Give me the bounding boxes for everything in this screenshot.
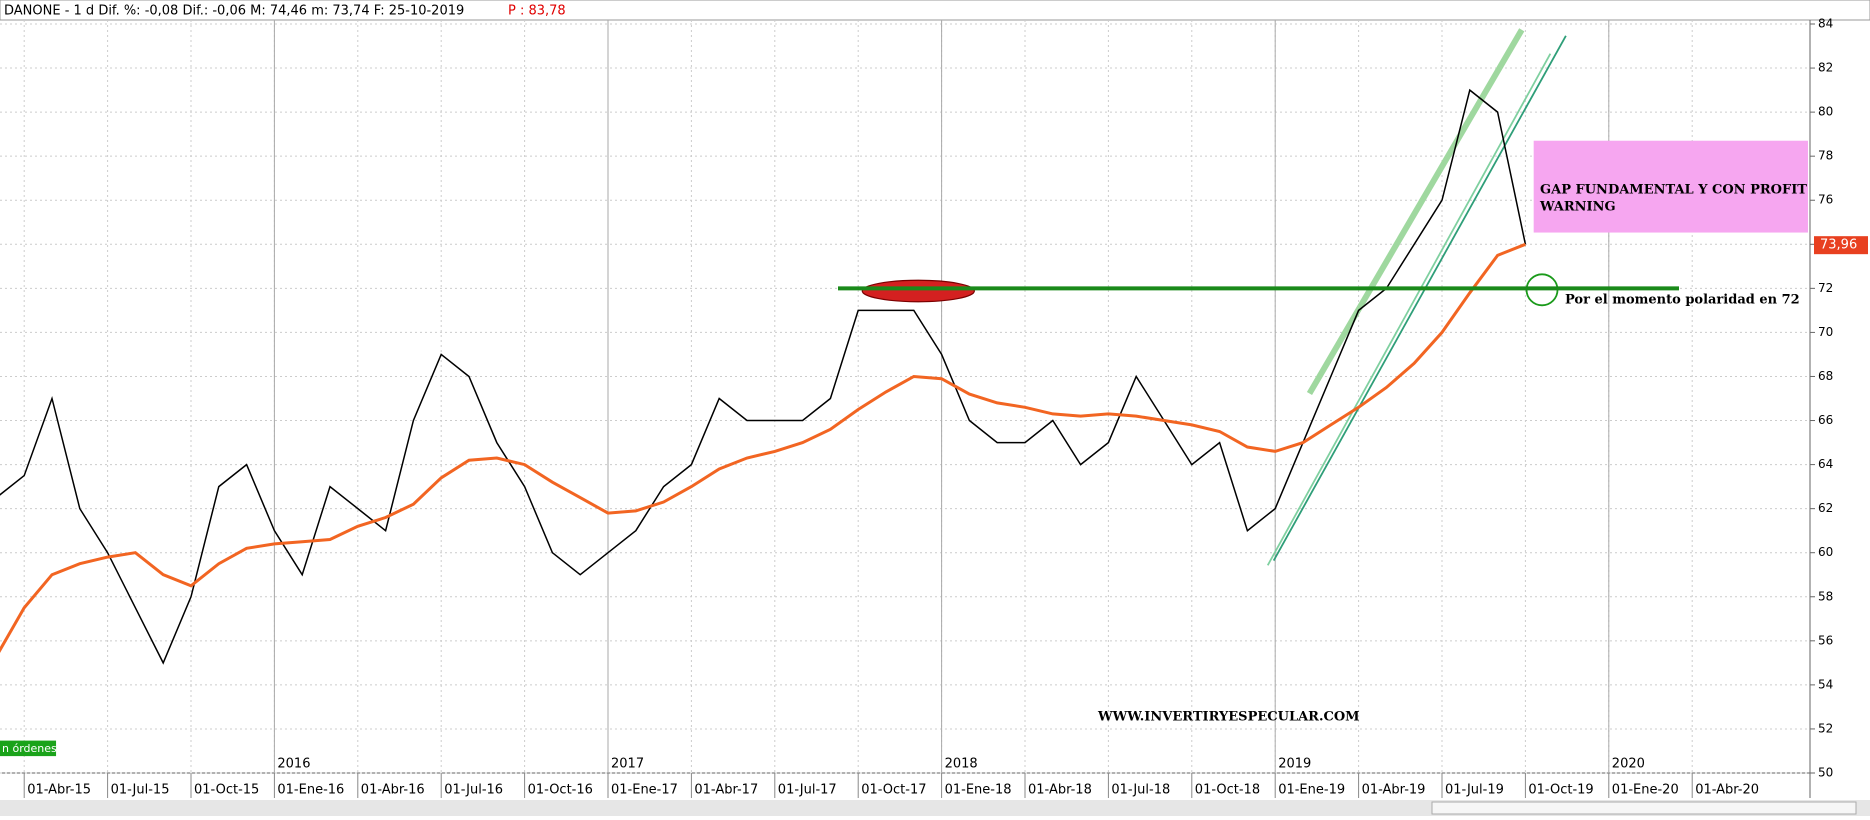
year-label: 2020	[1612, 757, 1645, 772]
resistance-ellipse	[861, 279, 975, 303]
y-tick-label: 50	[1818, 766, 1833, 780]
channel-lower-2	[1266, 53, 1552, 566]
annotation: Por el momento polaridad en 72	[1565, 293, 1800, 308]
price-line	[0, 242, 1526, 653]
scrollbar[interactable]	[0, 800, 1870, 816]
overlays	[0, 28, 1808, 757]
x-tick-label: 01-Oct-17	[861, 783, 926, 798]
x-tick-label: 01-Abr-17	[694, 783, 758, 798]
x-tick-label: 01-Oct-15	[194, 783, 259, 798]
orders-box	[0, 740, 57, 757]
x-tick-label: 01-Abr-16	[361, 783, 425, 798]
x-tick-label: 01-Ene-19	[1278, 783, 1345, 798]
y-tick-label: 80	[1818, 105, 1833, 119]
channel-lower	[1272, 35, 1567, 561]
year-label: 2017	[611, 757, 644, 772]
y-tick-label: 62	[1818, 501, 1833, 515]
y-tick-label: 72	[1818, 281, 1833, 295]
grid	[0, 20, 1810, 774]
y-tick-label: 64	[1818, 457, 1833, 471]
header-p: P : 83,78	[508, 4, 566, 19]
y-tick-label: 60	[1818, 545, 1833, 559]
y-tick-label: 68	[1818, 369, 1833, 383]
y-tick-label: 66	[1818, 413, 1833, 427]
year-label: 2018	[945, 757, 978, 772]
y-tick-label: 52	[1818, 721, 1833, 735]
x-tick-label: 01-Abr-19	[1362, 783, 1426, 798]
annotation: GAP FUNDAMENTAL Y CON PROFIT	[1540, 183, 1807, 198]
orders-label: n órdenes	[2, 742, 57, 755]
x-tick-label: 01-Ene-18	[945, 783, 1012, 798]
y-tick-label: 76	[1818, 193, 1833, 207]
x-tick-label: 01-Ene-20	[1612, 783, 1679, 798]
gap-box	[1533, 140, 1808, 233]
x-tick-label: 01-Ene-17	[611, 783, 678, 798]
y-tick-label: 84	[1818, 17, 1833, 31]
y-tick-label: 56	[1818, 633, 1833, 647]
x-tick-label: 01-Jul-19	[1445, 783, 1504, 798]
y-tick-label: 54	[1818, 677, 1833, 691]
header-bar	[0, 0, 1870, 21]
x-tick-label: 01-Oct-16	[528, 783, 593, 798]
year-label: 2019	[1278, 757, 1311, 772]
header-text: DANONE - 1 d Dif. %: -0,08 Dif.: -0,06 M…	[4, 4, 464, 19]
scroll-thumb[interactable]	[1431, 801, 1857, 815]
annotation: WARNING	[1539, 200, 1616, 215]
y-tick-label: 58	[1818, 589, 1833, 603]
y-tick-label: 78	[1818, 149, 1833, 163]
price-tag	[1814, 236, 1868, 255]
watermark: WWW.INVERTIRYESPECULAR.COM	[1097, 710, 1360, 725]
price-tag-label: 73,96	[1820, 238, 1857, 253]
x-tick-label: 01-Abr-20	[1695, 783, 1759, 798]
x-tick-label: 01-Oct-18	[1195, 783, 1260, 798]
y-tick-label: 82	[1818, 61, 1833, 75]
x-tick-label: 01-Jul-17	[778, 783, 837, 798]
x-tick-label: 01-Ene-16	[277, 783, 344, 798]
channel-upper	[1306, 28, 1525, 396]
x-tick-label: 01-Jul-18	[1111, 783, 1170, 798]
x-tick-label: 01-Jul-15	[111, 783, 170, 798]
x-tick-label: 01-Jul-16	[444, 783, 503, 798]
x-tick-label: 01-Abr-15	[27, 783, 91, 798]
year-label: 2016	[277, 757, 310, 772]
x-tick-label: 01-Oct-19	[1528, 783, 1593, 798]
marks	[0, 88, 1679, 665]
y-tick-label: 70	[1818, 325, 1833, 339]
price-line	[0, 88, 1527, 665]
x-tick-label: 01-Abr-18	[1028, 783, 1092, 798]
